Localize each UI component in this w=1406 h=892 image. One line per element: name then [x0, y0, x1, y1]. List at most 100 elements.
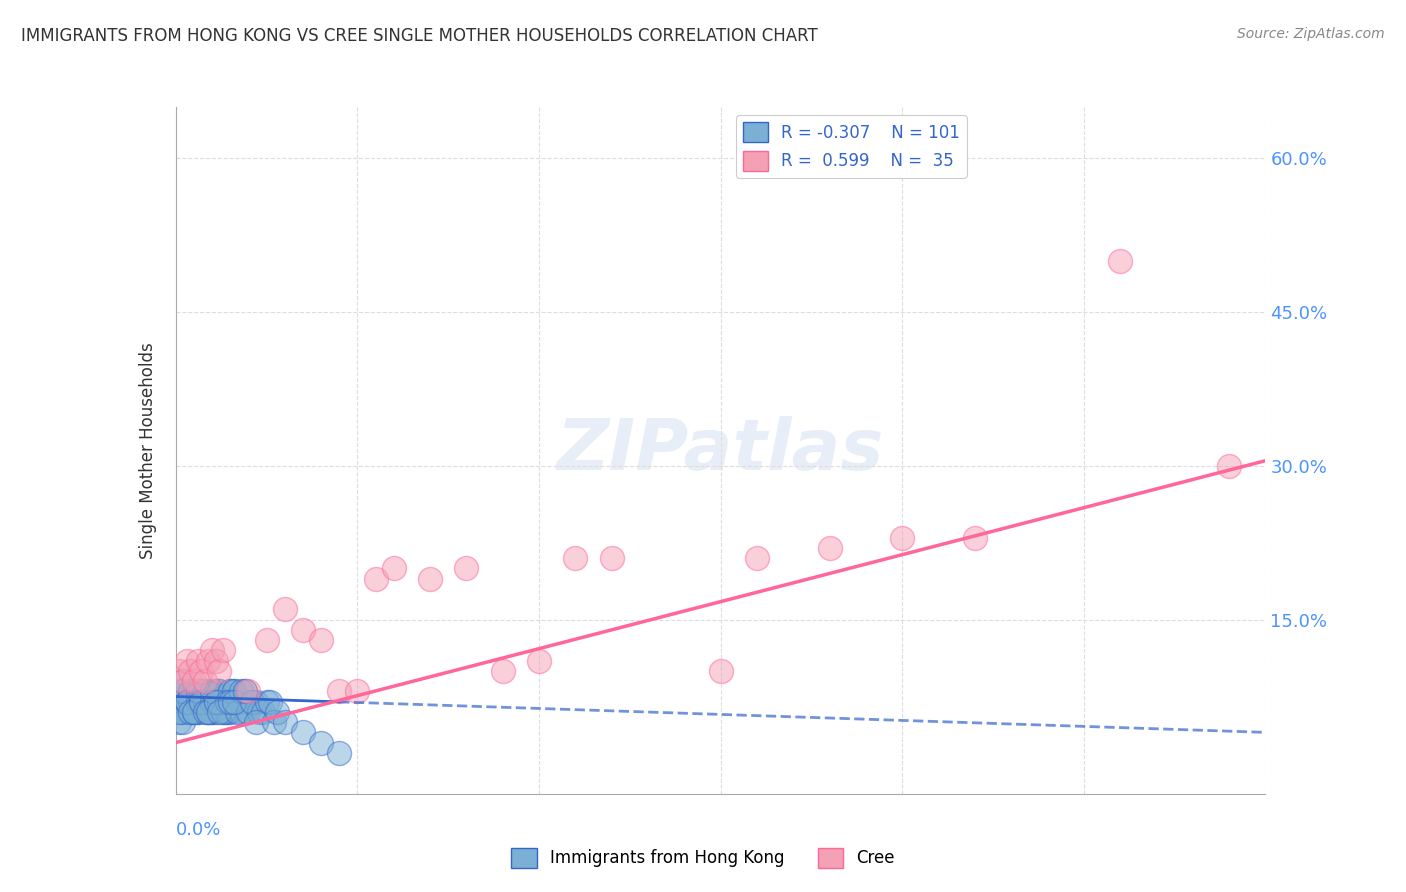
Point: [176, 695, 198, 709]
Text: ZIPatlas: ZIPatlas: [557, 416, 884, 485]
Point: [194, 705, 217, 719]
Point: [194, 684, 217, 698]
Point: [252, 705, 274, 719]
Point: [176, 705, 198, 719]
Point: [201, 684, 224, 698]
Point: [231, 684, 253, 698]
Point: [190, 664, 212, 678]
Point: [238, 684, 260, 698]
Point: [186, 705, 209, 719]
Point: [274, 602, 297, 616]
Point: [208, 684, 231, 698]
Point: [266, 705, 288, 719]
Point: [179, 684, 201, 698]
Point: [215, 705, 238, 719]
Point: [197, 705, 219, 719]
Point: [183, 684, 205, 698]
Point: [183, 705, 205, 719]
Point: [456, 561, 478, 575]
Point: [891, 531, 914, 545]
Point: [212, 695, 235, 709]
Point: [233, 705, 256, 719]
Point: [194, 695, 217, 709]
Point: [219, 684, 242, 698]
Point: [208, 684, 231, 698]
Point: [238, 705, 260, 719]
Point: [256, 695, 278, 709]
Point: [710, 664, 733, 678]
Point: [186, 695, 209, 709]
Point: [190, 684, 212, 698]
Point: [169, 684, 191, 698]
Point: [176, 695, 198, 709]
Point: [208, 664, 231, 678]
Legend: R = -0.307    N = 101, R =  0.599    N =  35: R = -0.307 N = 101, R = 0.599 N = 35: [737, 115, 966, 178]
Point: [179, 684, 201, 698]
Point: [212, 705, 235, 719]
Point: [259, 695, 281, 709]
Point: [176, 654, 198, 668]
Point: [245, 695, 267, 709]
Point: [172, 674, 194, 689]
Point: [197, 705, 219, 719]
Point: [238, 695, 260, 709]
Point: [256, 633, 278, 648]
Y-axis label: Single Mother Households: Single Mother Households: [139, 343, 157, 558]
Point: [169, 695, 191, 709]
Point: [226, 695, 249, 709]
Point: [183, 705, 205, 719]
Point: [190, 695, 212, 709]
Point: [328, 684, 350, 698]
Point: [197, 695, 219, 709]
Point: [194, 674, 217, 689]
Point: [291, 623, 314, 637]
Point: [172, 705, 194, 719]
Point: [600, 551, 623, 566]
Point: [212, 643, 235, 657]
Point: [219, 705, 242, 719]
Point: [212, 705, 235, 719]
Point: [291, 725, 314, 739]
Point: [190, 695, 212, 709]
Point: [186, 695, 209, 709]
Point: [527, 654, 550, 668]
Point: [172, 705, 194, 719]
Point: [194, 695, 217, 709]
Point: [226, 695, 249, 709]
Point: [179, 664, 201, 678]
Point: [233, 684, 256, 698]
Point: [176, 695, 198, 709]
Legend: Immigrants from Hong Kong, Cree: Immigrants from Hong Kong, Cree: [505, 841, 901, 875]
Point: [1109, 253, 1132, 268]
Point: [204, 654, 226, 668]
Point: [172, 715, 194, 730]
Point: [233, 684, 256, 698]
Point: [194, 684, 217, 698]
Point: [186, 705, 209, 719]
Point: [204, 684, 226, 698]
Point: [204, 684, 226, 698]
Point: [328, 746, 350, 760]
Point: [172, 684, 194, 698]
Point: [215, 695, 238, 709]
Text: Source: ZipAtlas.com: Source: ZipAtlas.com: [1237, 27, 1385, 41]
Point: [219, 684, 242, 698]
Text: 0.0%: 0.0%: [176, 822, 221, 839]
Point: [190, 684, 212, 698]
Point: [222, 695, 245, 709]
Point: [212, 695, 235, 709]
Point: [215, 695, 238, 709]
Text: IMMIGRANTS FROM HONG KONG VS CREE SINGLE MOTHER HOUSEHOLDS CORRELATION CHART: IMMIGRANTS FROM HONG KONG VS CREE SINGLE…: [21, 27, 818, 45]
Point: [179, 705, 201, 719]
Point: [197, 705, 219, 719]
Point: [186, 654, 209, 668]
Point: [176, 695, 198, 709]
Point: [247, 705, 270, 719]
Point: [963, 531, 986, 545]
Point: [240, 695, 263, 709]
Point: [309, 736, 332, 750]
Point: [309, 633, 332, 648]
Point: [245, 715, 267, 730]
Point: [204, 695, 226, 709]
Point: [382, 561, 405, 575]
